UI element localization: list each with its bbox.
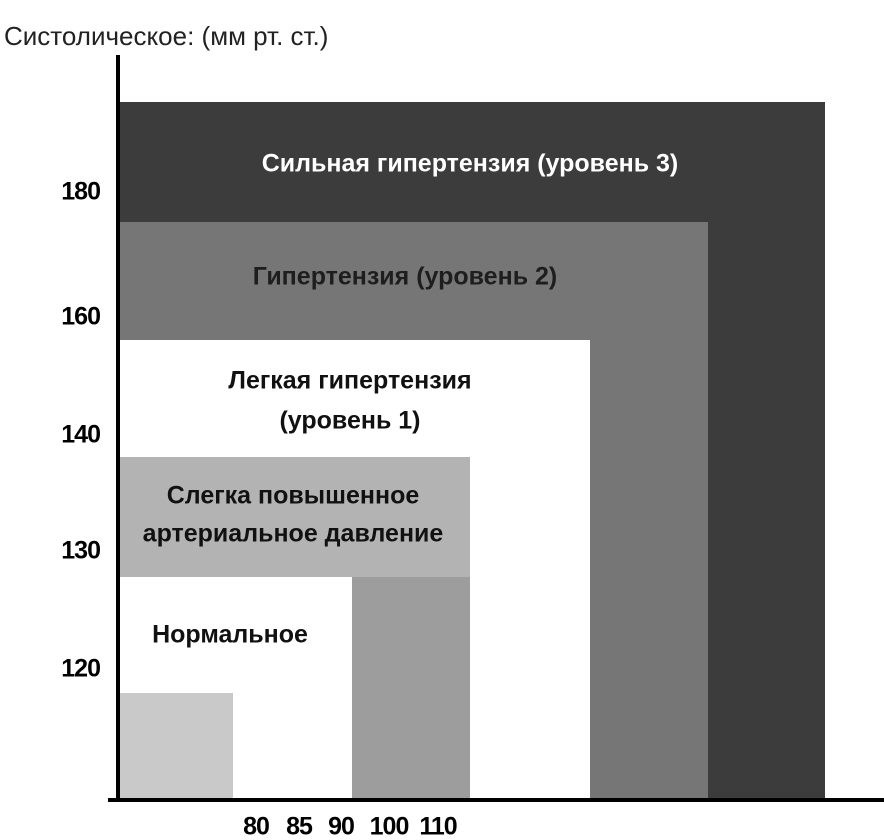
- zone-label: (уровень 1): [279, 407, 420, 435]
- x-label: 80: [243, 813, 269, 840]
- y-label: 120: [61, 655, 100, 683]
- title: Систолическое: (мм рт. ст.): [4, 21, 328, 51]
- x-label: 90: [328, 813, 354, 840]
- y-label: 160: [61, 303, 100, 331]
- y-label: 130: [61, 537, 100, 565]
- zone-label: Легкая гипертензия: [228, 367, 471, 395]
- zone-label: Слегка повышенное: [167, 482, 420, 510]
- zone-optimal: [118, 693, 233, 800]
- x-label: 110: [419, 813, 456, 840]
- x-label: 85: [286, 813, 313, 840]
- y-label: 180: [61, 178, 100, 206]
- x-label: 100: [370, 813, 409, 840]
- zone-label: артериальное давление: [143, 520, 444, 548]
- zone-label: Сильная гипертензия (уровень 3): [262, 150, 679, 178]
- zone-label: Нормальное: [152, 621, 308, 649]
- zone-label: Гипертензия (уровень 2): [253, 263, 557, 291]
- y-label: 140: [61, 421, 100, 449]
- zone-elevated-column: [352, 577, 470, 800]
